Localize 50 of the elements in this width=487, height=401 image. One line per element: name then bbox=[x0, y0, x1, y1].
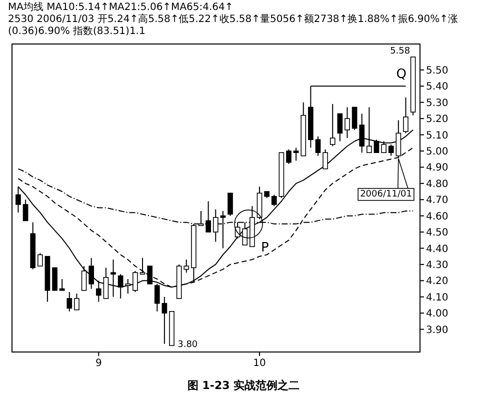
candlestick bbox=[37, 252, 43, 267]
annotation: 2006/11/01 bbox=[360, 189, 412, 200]
candlestick bbox=[344, 106, 350, 139]
candlestick bbox=[315, 136, 321, 156]
text: 2530 2006/11/03 开5.24↑高5.58↑低5.22↑收5.58↑量5056↑额2738↑换1.88%↑振6.90%↑涨(0.36)6.90% 指数(83.51)1.1 bbox=[8, 14, 459, 38]
y-tick-label: 5.10 bbox=[426, 130, 448, 142]
candlestick bbox=[388, 144, 394, 156]
y-tick-label: 5.00 bbox=[426, 146, 448, 158]
y-tick-label: 5.30 bbox=[426, 98, 448, 109]
candlestick bbox=[147, 266, 152, 284]
candlestick bbox=[337, 113, 343, 142]
y-tick-label: 4.50 bbox=[426, 228, 448, 239]
y-tick-label: 5.20 bbox=[426, 114, 448, 126]
y-tick-label: 4.60 bbox=[426, 211, 448, 222]
x-tick-label: 9 bbox=[95, 358, 102, 369]
candlestick bbox=[293, 147, 299, 162]
annotation: P bbox=[260, 240, 269, 256]
x-tick-label: 10 bbox=[253, 358, 266, 369]
y-tick-label: 4.40 bbox=[426, 244, 448, 255]
candlestick bbox=[22, 199, 28, 222]
y-tick-label: 4.80 bbox=[426, 178, 448, 190]
candlestick bbox=[74, 293, 80, 310]
y-tick-label: 5.40 bbox=[426, 82, 448, 93]
y-tick-label: 3.90 bbox=[426, 324, 448, 336]
candlestick bbox=[374, 139, 380, 154]
y-tick-label: 5.50 bbox=[426, 65, 448, 76]
candlestick bbox=[286, 148, 292, 164]
annotation: 5.58 bbox=[390, 46, 410, 57]
y-tick-label: 4.70 bbox=[426, 195, 448, 206]
text: MA均线 MA10:5.14↑MA21:5.06↑MA65:4.64↑ bbox=[8, 2, 234, 14]
candlestick bbox=[52, 267, 58, 291]
annotation: Q bbox=[396, 67, 406, 82]
candlestick bbox=[271, 194, 277, 207]
candlestick bbox=[184, 259, 190, 274]
candlestick bbox=[66, 292, 72, 312]
candlestick bbox=[140, 257, 146, 275]
candlestick bbox=[59, 278, 65, 291]
candlestick bbox=[228, 192, 233, 216]
y-tick-label: 4.90 bbox=[426, 162, 448, 174]
y-tick-label: 4.30 bbox=[426, 260, 448, 271]
y-tick-label: 4.10 bbox=[426, 292, 448, 304]
candlestick bbox=[352, 106, 358, 130]
candlestick bbox=[162, 296, 168, 344]
text: 图 1-23 实战范例之二 bbox=[186, 378, 301, 393]
candlestick bbox=[330, 103, 336, 147]
annotation: 3.80 bbox=[178, 340, 198, 350]
candlestick bbox=[322, 148, 328, 170]
y-tick-label: 4.20 bbox=[426, 276, 448, 288]
y-tick-label: 4.00 bbox=[426, 308, 448, 320]
candlestick bbox=[381, 140, 386, 154]
